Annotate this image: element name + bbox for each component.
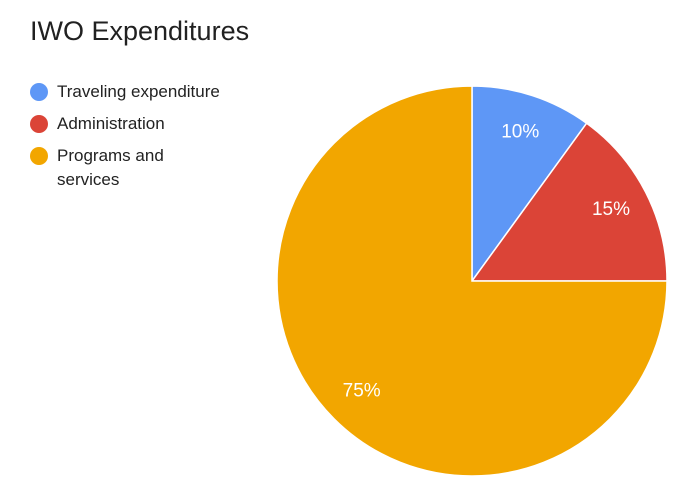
pie-slice bbox=[470, 122, 668, 282]
legend-item: Programs and services bbox=[30, 144, 220, 192]
legend-swatch bbox=[30, 147, 48, 165]
slice-label: 75% bbox=[343, 380, 381, 401]
legend-label: Administration bbox=[57, 114, 165, 133]
slice-label: 10% bbox=[501, 122, 539, 143]
legend-swatch bbox=[30, 115, 48, 133]
legend-label: Programs and services bbox=[57, 146, 164, 189]
legend-label: Traveling expenditure bbox=[57, 82, 220, 101]
slice-label: 15% bbox=[592, 199, 630, 220]
legend-item: Traveling expenditure bbox=[30, 80, 220, 104]
pie-slice bbox=[276, 85, 668, 477]
legend-swatch bbox=[30, 83, 48, 101]
legend: Traveling expenditure Administration Progr… bbox=[30, 80, 220, 200]
legend-item: Administration bbox=[30, 112, 220, 136]
chart-title: IWO Expenditures bbox=[30, 16, 250, 46]
pie-slice bbox=[471, 85, 588, 284]
